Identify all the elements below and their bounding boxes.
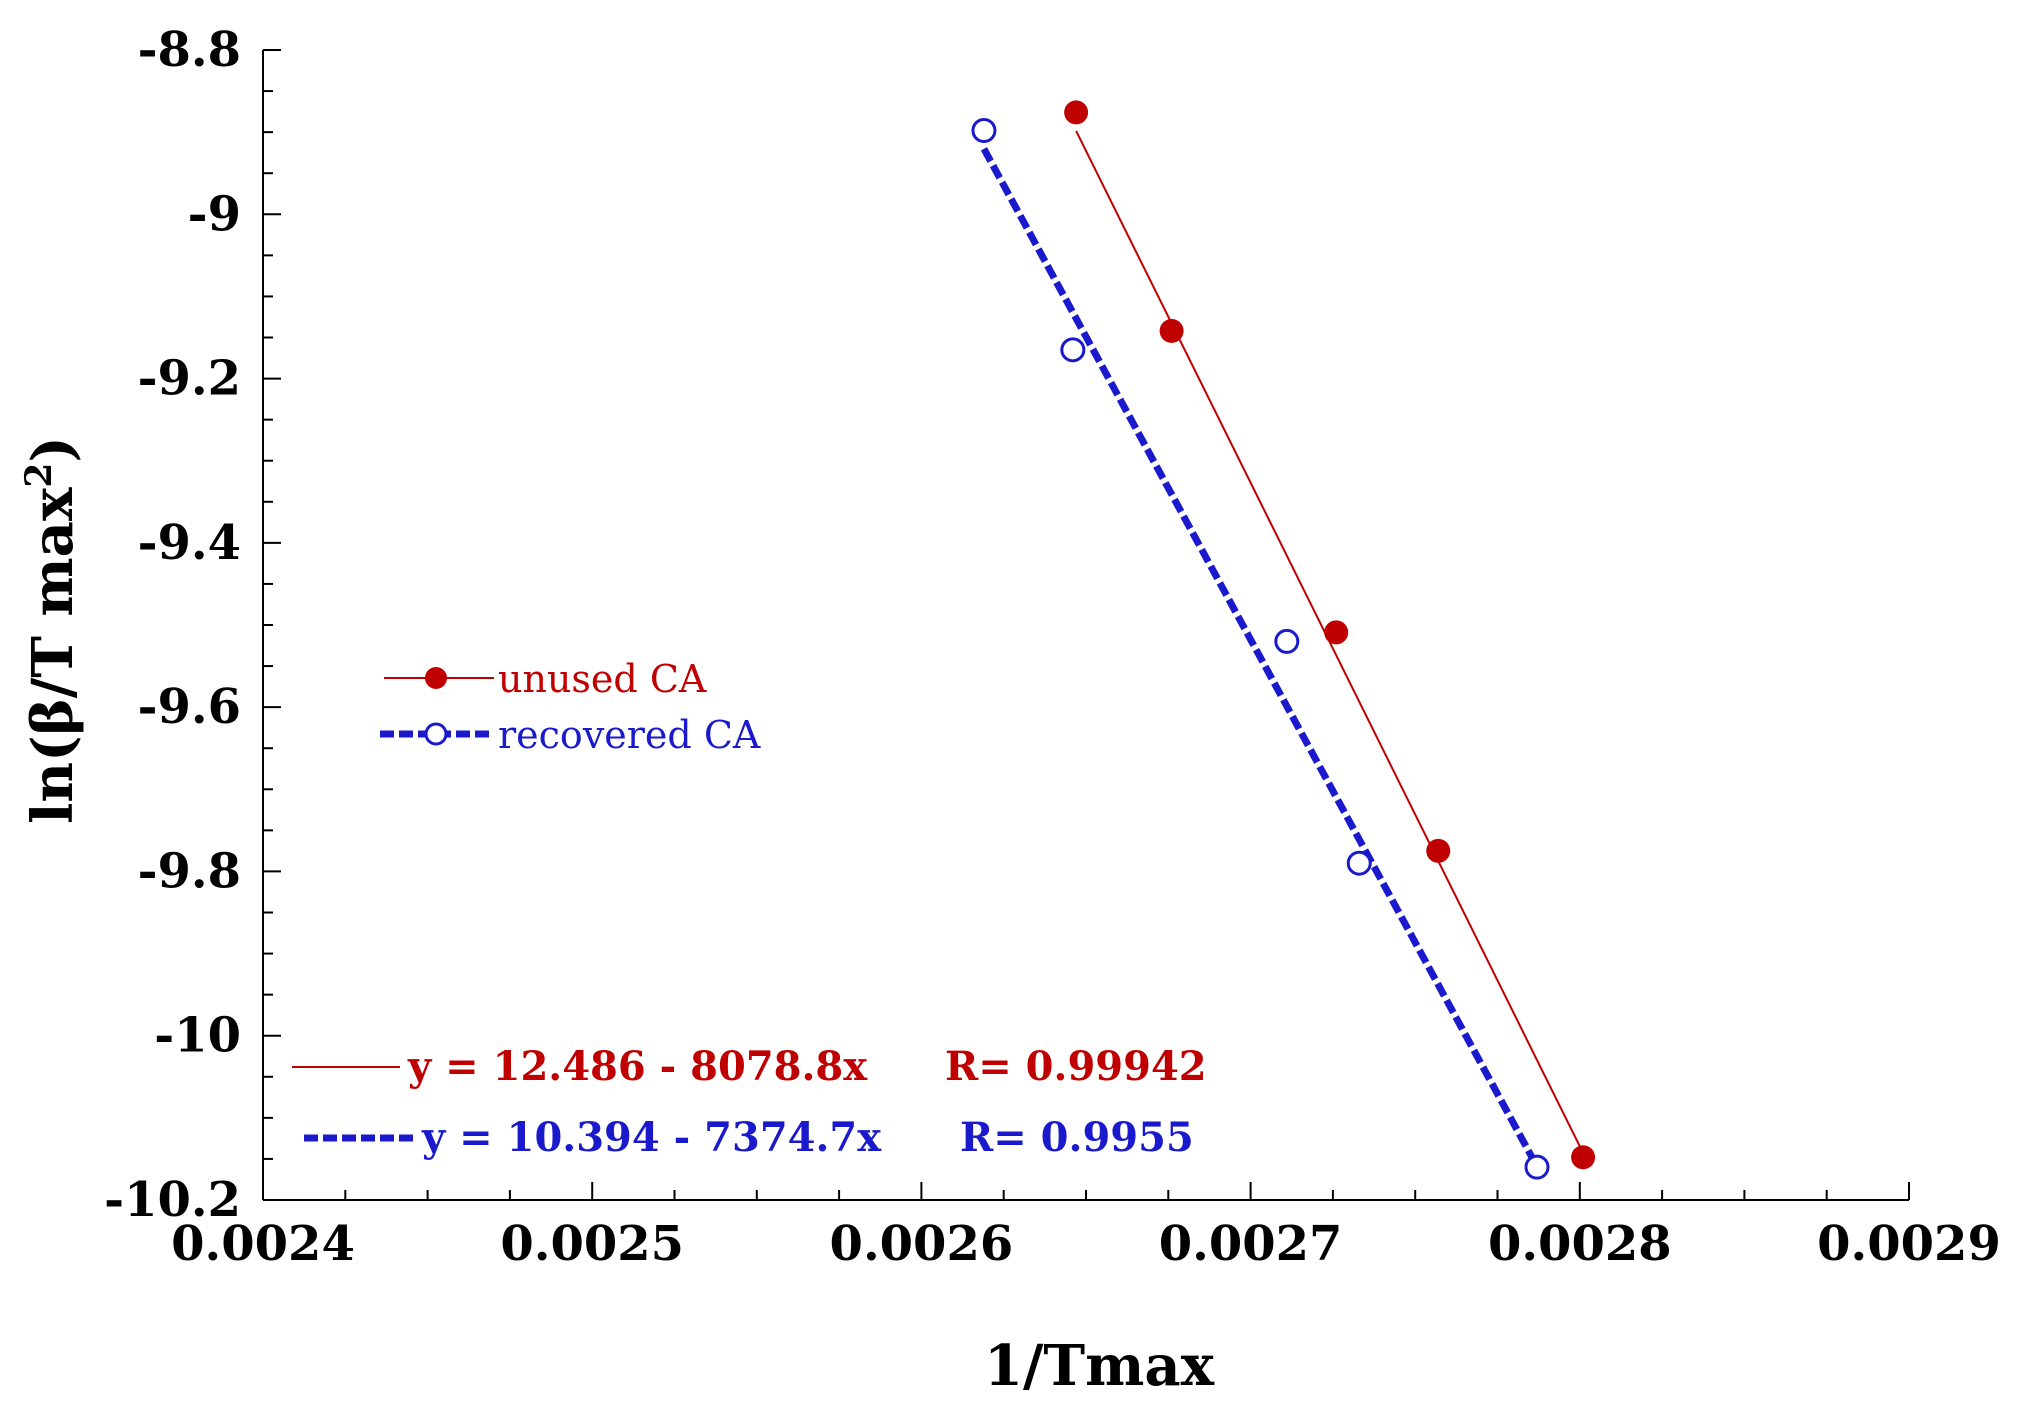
legend: unused CA recovered CA [380,657,761,757]
x-tick-label: 0.0024 [171,1216,355,1272]
y-tick-label: -10.2 [104,1172,241,1228]
y-axis-title-close: ) [20,436,86,463]
x-tick-label: 0.0028 [1488,1216,1672,1272]
y-axis-title-base: ln(β/T max [20,487,86,824]
x-axis-title: 1/Tmax [984,1333,1215,1399]
data-point-unused [1324,620,1349,645]
data-markers [971,100,1596,1180]
x-tick-label: 0.0029 [1817,1216,2001,1272]
r-value-unused: R= 0.99942 [945,1043,1207,1090]
x-tick-label: 0.0025 [500,1216,684,1272]
data-point-recovered [1524,1154,1550,1180]
data-point-unused [1064,100,1089,125]
fit-line-recovered [980,147,1541,1169]
y-axis-title: ln(β/T max2) [18,436,86,824]
legend-unused-marker [425,667,447,689]
y-tick-label: -8.8 [138,22,241,78]
data-point-recovered [1274,628,1300,654]
y-axis-title-superscript: 2 [18,463,60,488]
y-ticks: -8.8 -9 -9.2 -9.4 -9.6 -9.8 -10 -10.2 [104,22,281,1228]
y-tick-label: -9.4 [138,515,241,571]
data-point-recovered [1346,850,1372,876]
data-point-unused [1426,838,1451,863]
data-point-unused [1159,318,1184,343]
y-tick-label: -9.6 [138,679,241,735]
legend-recovered-label: recovered CA [498,713,761,757]
equation-unused: y = 12.486 - 8078.8x [407,1043,868,1090]
x-tick-label: 0.0027 [1159,1216,1343,1272]
y-tick-label: -10 [154,1008,241,1064]
axes [262,50,1909,1201]
y-tick-label: -9.2 [138,351,241,407]
data-point-unused [1571,1145,1596,1170]
y-tick-label: -9 [188,186,241,242]
y-tick-label: -9.8 [138,843,241,899]
data-point-recovered [971,118,997,143]
legend-recovered-marker [424,722,448,746]
r-value-recovered: R= 0.9955 [960,1114,1194,1161]
legend-unused-label: unused CA [498,657,707,701]
x-ticks: 0.0024 0.0025 0.0026 0.0027 0.0028 0.0029 [171,1182,2001,1272]
x-tick-label: 0.0026 [830,1216,1014,1272]
equation-recovered: y = 10.394 - 7374.7x [421,1114,882,1161]
data-point-recovered [1060,337,1086,363]
fit-equations: y = 12.486 - 8078.8x R= 0.99942 y = 10.3… [292,1043,1207,1161]
